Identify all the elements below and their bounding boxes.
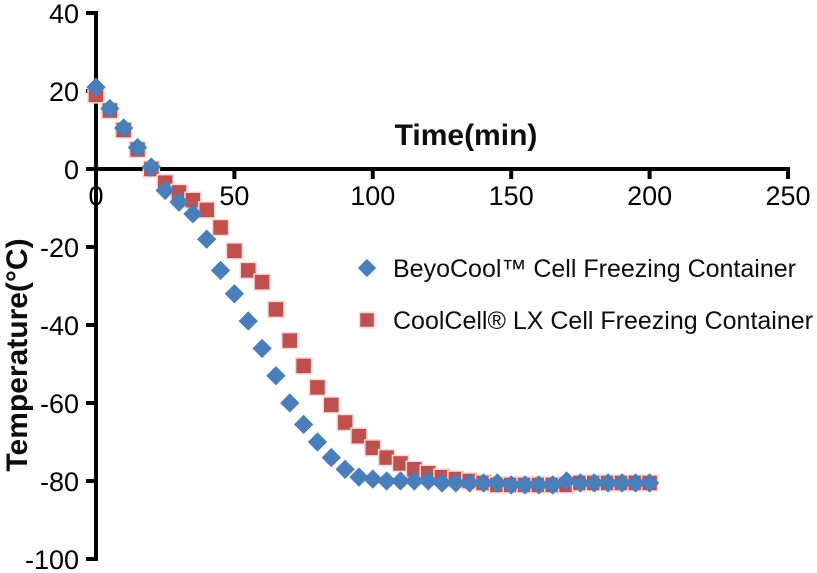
data-point (529, 475, 549, 495)
data-point (280, 393, 300, 413)
x-tick-label: 200 (627, 181, 672, 211)
y-tick-label: 0 (64, 155, 79, 185)
data-point (349, 467, 369, 487)
y-tick-label: -20 (40, 233, 79, 263)
data-point (501, 475, 521, 495)
data-point (266, 366, 286, 386)
data-point (404, 471, 424, 491)
legend-item: CoolCell® LX Cell Freezing Container (358, 307, 813, 335)
data-point (364, 439, 382, 457)
data-point (253, 273, 271, 291)
data-point (197, 229, 217, 249)
data-point (211, 218, 230, 237)
series-beyocool (86, 77, 660, 495)
y-tick-label: -100 (25, 545, 79, 573)
legend-marker-square-icon (358, 311, 376, 329)
data-point (446, 473, 466, 493)
data-point (432, 473, 452, 493)
x-tick-label: 100 (350, 181, 395, 211)
y-tick-label: -40 (40, 311, 79, 341)
data-point (281, 331, 299, 350)
data-point (169, 192, 189, 212)
data-point (473, 473, 494, 493)
data-point (584, 473, 604, 493)
legend-marker-diamond-icon (357, 258, 377, 278)
x-tick-label: 150 (489, 181, 534, 211)
data-point (267, 300, 285, 319)
series-coolcell-lx (87, 86, 659, 494)
data-point (376, 471, 397, 491)
data-point (390, 471, 411, 491)
data-point (224, 284, 245, 304)
y-tick-label: -60 (40, 389, 79, 419)
data-point (100, 98, 120, 119)
data-point (639, 473, 660, 493)
data-point (626, 473, 646, 493)
data-point (141, 157, 162, 177)
data-point (197, 201, 216, 219)
legend-item: BeyoCool™ Cell Freezing Container (357, 255, 796, 283)
data-point (335, 459, 355, 479)
x-tick-label: 50 (219, 181, 249, 211)
data-point (598, 473, 618, 493)
chart-legend: BeyoCool™ Cell Freezing Container CoolCel… (357, 255, 813, 335)
data-point (225, 242, 244, 260)
data-point (570, 473, 591, 493)
axis-titles: Time(min) Temperature(°C) (1, 119, 537, 472)
data-point (308, 378, 327, 397)
data-point (210, 260, 231, 281)
y-tick-label: -80 (40, 467, 79, 497)
data-point (86, 77, 106, 97)
data-point (556, 471, 577, 491)
data-point (336, 413, 354, 432)
data-point (293, 414, 314, 435)
data-point (321, 447, 341, 468)
data-points (86, 77, 660, 495)
data-point (127, 137, 148, 158)
legend-item-label: CoolCell® LX Cell Freezing Container (393, 307, 813, 335)
data-point (350, 427, 368, 445)
data-point (252, 338, 272, 359)
data-point (294, 357, 313, 375)
data-point (114, 118, 134, 138)
data-point (155, 180, 175, 201)
data-point (322, 396, 341, 414)
data-point (239, 261, 257, 280)
data-point (238, 311, 258, 331)
y-axis-title: Temperature(°C) (1, 238, 34, 471)
data-point (418, 471, 438, 491)
y-tick-label: 20 (49, 77, 79, 107)
data-point (363, 469, 383, 489)
y-tick-label: 40 (49, 0, 79, 29)
x-tick-label: 0 (88, 181, 103, 211)
data-point (307, 432, 328, 452)
x-axis-title: Time(min) (395, 119, 538, 152)
x-tick-label: 250 (765, 181, 810, 211)
data-point (515, 475, 535, 495)
data-point (612, 473, 632, 493)
data-point (183, 204, 203, 224)
data-point (460, 473, 480, 493)
axes (86, 11, 790, 561)
data-point (487, 473, 508, 493)
legend-item-label: BeyoCool™ Cell Freezing Container (393, 255, 796, 283)
